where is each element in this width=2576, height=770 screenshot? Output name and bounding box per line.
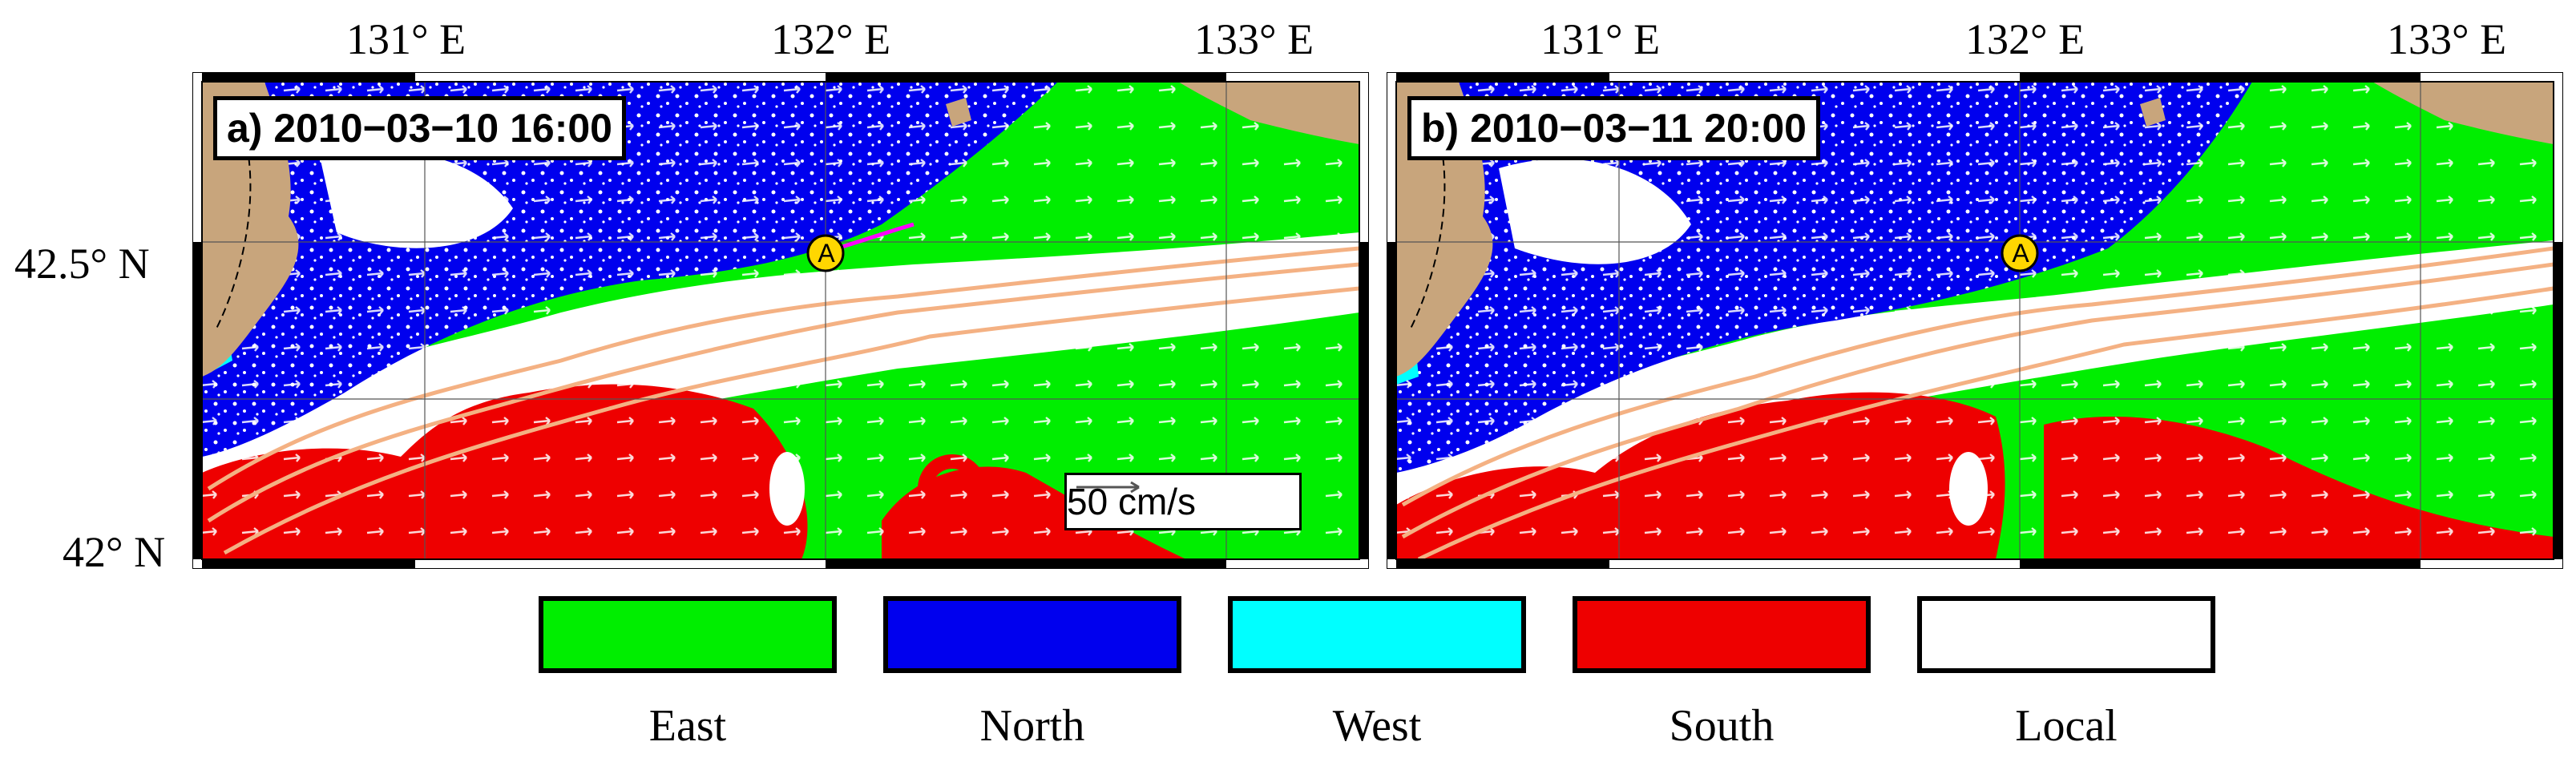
legend-swatch-local bbox=[1917, 596, 2215, 673]
map-panel-b: b) 2010−03−11 20:00 A bbox=[1387, 72, 2563, 569]
panel-a-title-text: a) 2010−03−10 16:00 bbox=[227, 106, 612, 151]
frame-ticks bbox=[192, 72, 1369, 569]
legend-swatch-north bbox=[883, 596, 1181, 673]
island bbox=[946, 98, 971, 127]
legend-swatch-south bbox=[1573, 596, 1871, 673]
map-b-svg bbox=[1387, 72, 2563, 569]
land-northeast bbox=[1178, 82, 1359, 144]
lon-tick-133-a: 133° E bbox=[1194, 15, 1314, 63]
trajectory-line bbox=[826, 222, 915, 254]
location-marker-b bbox=[2001, 234, 2039, 272]
lon-tick-131-b: 131° E bbox=[1540, 15, 1661, 63]
isobaths bbox=[1401, 246, 2554, 559]
velocity-scale: 50 cm/s bbox=[1064, 473, 1302, 530]
lat-tick-42: 42° N bbox=[63, 528, 166, 576]
legend-swatch-west bbox=[1228, 596, 1526, 673]
marker-a-label: A bbox=[818, 239, 835, 268]
map-a-svg bbox=[192, 72, 1369, 569]
marker-b-label: A bbox=[2012, 239, 2029, 268]
lon-tick-131-a: 131° E bbox=[346, 15, 466, 63]
lat-tick-42-5: 42.5° N bbox=[14, 240, 150, 288]
legend-label-west: West bbox=[1332, 701, 1422, 751]
frame-ticks bbox=[1387, 72, 2563, 569]
map-panel-a: a) 2010−03−10 16:00 A 50 cm/s bbox=[192, 72, 1369, 569]
legend-swatch-east bbox=[539, 596, 837, 673]
panel-a-title: a) 2010−03−10 16:00 bbox=[213, 96, 626, 160]
panel-b-title: b) 2010−03−11 20:00 bbox=[1407, 96, 1820, 160]
graticule bbox=[1396, 82, 2554, 559]
scale-arrow-icon bbox=[1076, 481, 1140, 494]
legend-label-east: East bbox=[648, 701, 727, 751]
location-marker-a bbox=[806, 234, 845, 272]
legend-label-local: Local bbox=[2015, 701, 2118, 751]
panel-b-title-text: b) 2010−03−11 20:00 bbox=[1421, 106, 1807, 151]
lon-tick-132-b: 132° E bbox=[1965, 15, 2085, 63]
isobaths bbox=[207, 246, 1359, 555]
island bbox=[2140, 98, 2166, 127]
lon-tick-133-b: 133° E bbox=[2387, 15, 2507, 63]
land-northeast bbox=[2372, 82, 2554, 144]
legend-label-south: South bbox=[1669, 701, 1775, 751]
legend-label-north: North bbox=[979, 701, 1085, 751]
lon-tick-132-a: 132° E bbox=[771, 15, 891, 63]
